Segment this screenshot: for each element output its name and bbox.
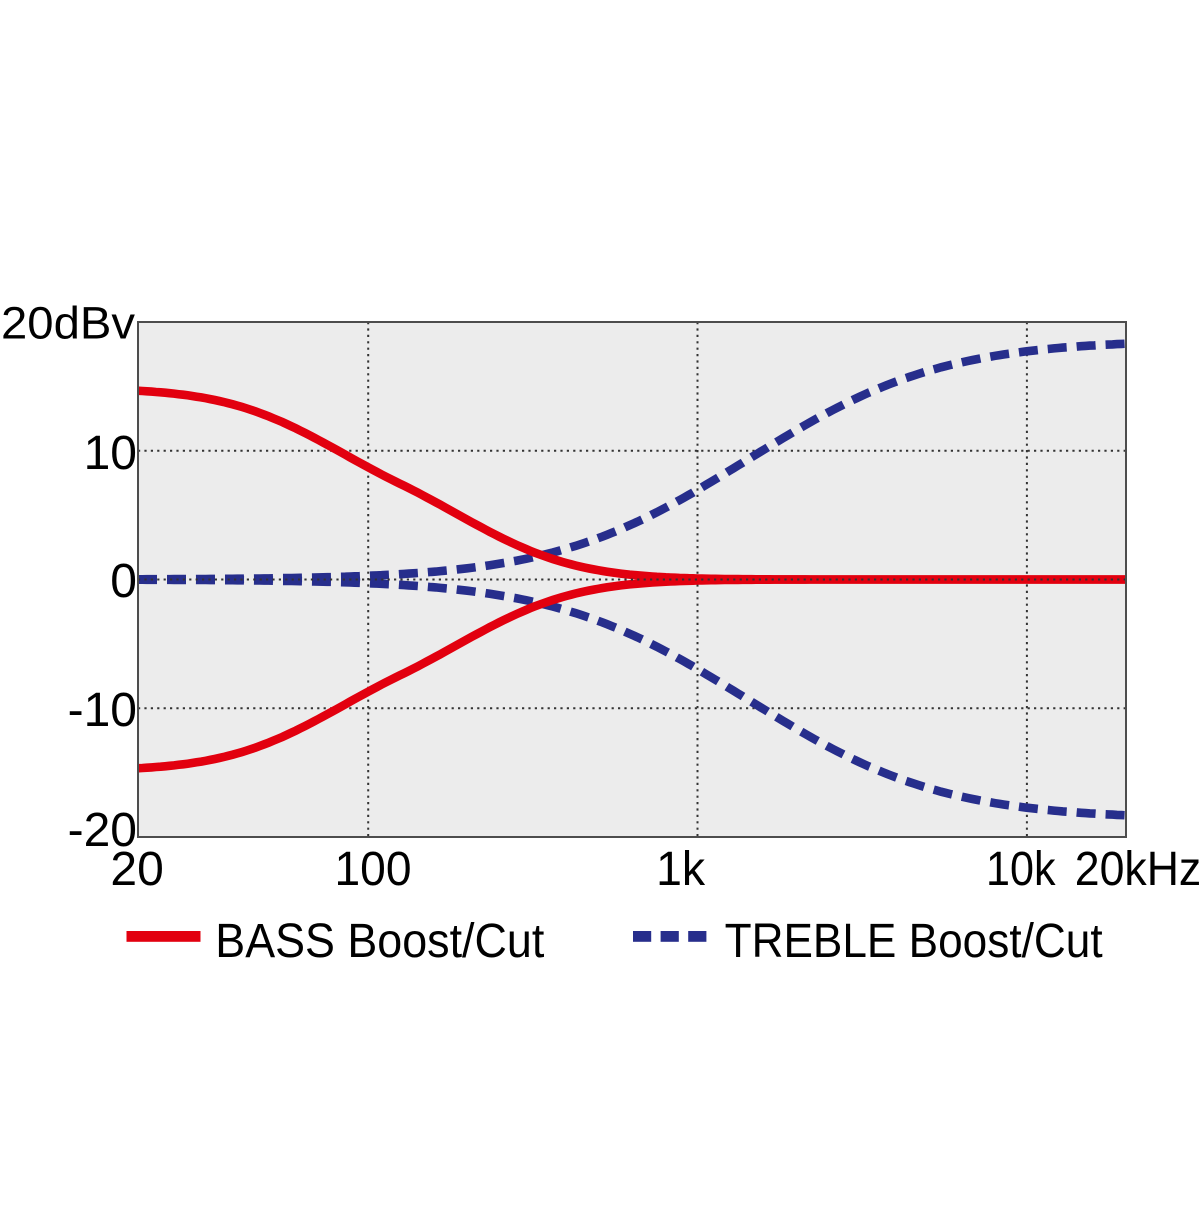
svg-text:100: 100 [335, 843, 412, 896]
svg-text:20dBv: 20dBv [1, 298, 135, 349]
svg-text:-20: -20 [68, 804, 137, 857]
svg-text:10k: 10k [986, 843, 1056, 896]
svg-text:1k: 1k [656, 843, 706, 896]
svg-text:-10: -10 [68, 684, 137, 737]
svg-text:10: 10 [84, 427, 137, 480]
svg-text:20kHz: 20kHz [1075, 843, 1200, 896]
svg-text:0: 0 [110, 555, 137, 608]
svg-text:TREBLE Boost/Cut: TREBLE Boost/Cut [725, 915, 1103, 968]
svg-text:20: 20 [110, 843, 163, 896]
svg-text:BASS Boost/Cut: BASS Boost/Cut [215, 915, 544, 968]
